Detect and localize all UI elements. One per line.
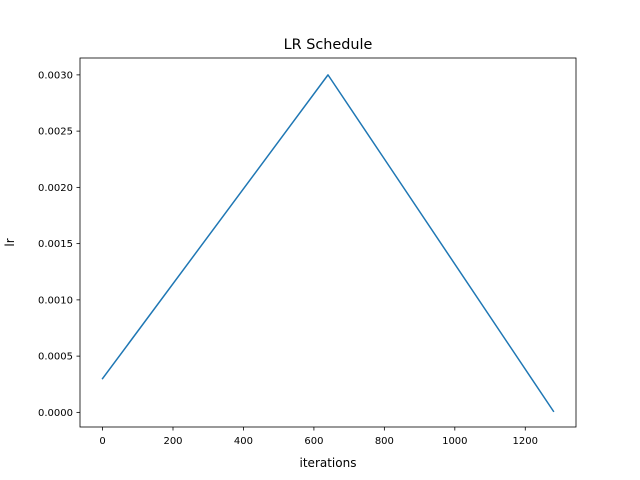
x-tick-label: 0 [99, 436, 105, 447]
y-tick-label: 0.0030 [38, 70, 73, 81]
y-tick-label: 0.0025 [38, 127, 73, 138]
y-tick-label: 0.0015 [38, 239, 73, 250]
x-axis-ticks: 0 200 400 600 800 1000 1200 [99, 427, 538, 447]
y-tick-label: 0.0020 [38, 183, 73, 194]
x-axis-label: iterations [300, 456, 357, 470]
axes-frame [79, 57, 577, 428]
chart-title: LR Schedule [284, 37, 373, 53]
y-axis-label: lr [3, 238, 17, 246]
x-tick-label: 1200 [513, 436, 538, 447]
x-tick-label: 400 [234, 436, 253, 447]
x-tick-label: 200 [163, 436, 182, 447]
y-tick-label: 0.0005 [38, 352, 73, 363]
plot-area [79, 57, 577, 428]
series-line-0 [101, 74, 555, 413]
series-layer [101, 74, 555, 413]
y-tick-label: 0.0010 [38, 295, 73, 306]
x-tick-label: 1000 [442, 436, 467, 447]
y-tick-label: 0.0000 [38, 408, 73, 419]
x-tick-label: 600 [304, 436, 323, 447]
y-axis-ticks: 0.0000 0.0005 0.0010 0.0015 0.0020 0.0025 0.00… [38, 70, 80, 419]
x-tick-label: 800 [375, 436, 394, 447]
